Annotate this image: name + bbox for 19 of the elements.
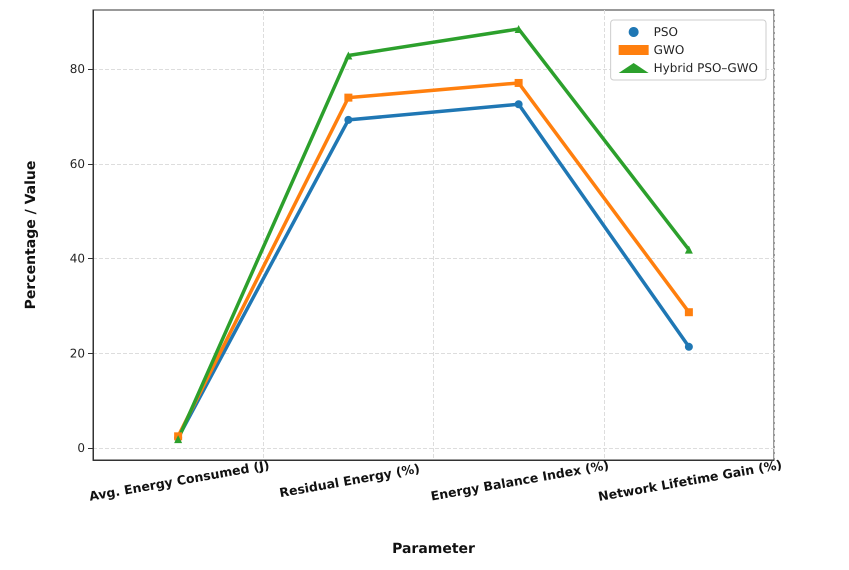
y-tick-label: 0 [77, 441, 85, 456]
y-tick-label: 60 [70, 156, 85, 171]
x-tick-label: Residual Energy (%) [278, 460, 421, 500]
x-axis-title: Parameter [392, 541, 476, 557]
point [684, 342, 693, 351]
legend-label: PSO [654, 25, 678, 39]
point [684, 308, 693, 316]
y-axis-title: Percentage / Value [23, 160, 39, 310]
y-tick-label: 20 [70, 346, 85, 360]
point [344, 51, 352, 60]
point [344, 94, 352, 102]
y-tick-label: 80 [70, 62, 85, 76]
point [684, 246, 693, 254]
y-tick-label: 40 [70, 252, 85, 266]
legend-label: Hybrid PSO–GWO [654, 61, 758, 75]
legend-label: GWO [654, 43, 684, 57]
point [344, 116, 352, 124]
point [514, 78, 523, 87]
point [514, 100, 523, 108]
